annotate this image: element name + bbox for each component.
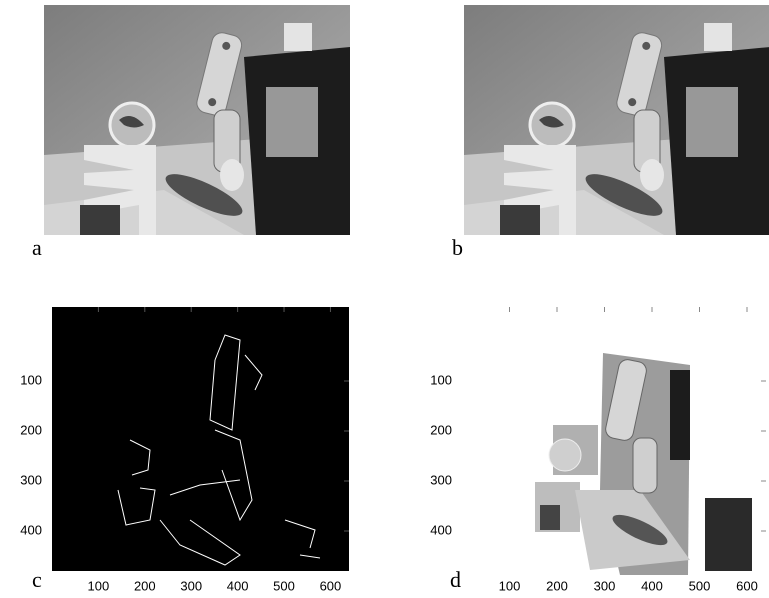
x-tick-label: 600 xyxy=(320,578,342,593)
photo xyxy=(464,5,769,235)
y-tick-label: 400 xyxy=(20,522,42,537)
x-tick-label: 300 xyxy=(180,578,202,593)
x-tick-label: 400 xyxy=(641,578,663,593)
figure: a b c 100 200 300 400 500 600 100 200 300 400 d 100 200… xyxy=(0,0,769,598)
panel-label: b xyxy=(452,235,463,260)
edge-image xyxy=(52,307,349,571)
x-tick-label: 100 xyxy=(88,578,110,593)
x-tick-label: 100 xyxy=(499,578,521,593)
x-tick-label: 600 xyxy=(736,578,758,593)
y-tick-label: 300 xyxy=(20,472,42,487)
x-tick-label: 300 xyxy=(594,578,616,593)
photo xyxy=(44,5,350,235)
x-tick-label: 200 xyxy=(134,578,156,593)
y-tick-label: 300 xyxy=(430,472,452,487)
y-tick-label: 400 xyxy=(430,522,452,537)
panel-label: d xyxy=(450,567,461,592)
y-tick-label: 100 xyxy=(20,372,42,387)
x-tick-label: 200 xyxy=(546,578,568,593)
x-tick-label: 500 xyxy=(273,578,295,593)
y-tick-label: 100 xyxy=(430,372,452,387)
panel-label: c xyxy=(32,567,42,592)
panel-label: a xyxy=(32,235,42,260)
x-tick-label: 500 xyxy=(689,578,711,593)
y-tick-label: 200 xyxy=(430,422,452,437)
y-tick-label: 200 xyxy=(20,422,42,437)
x-tick-label: 400 xyxy=(227,578,249,593)
